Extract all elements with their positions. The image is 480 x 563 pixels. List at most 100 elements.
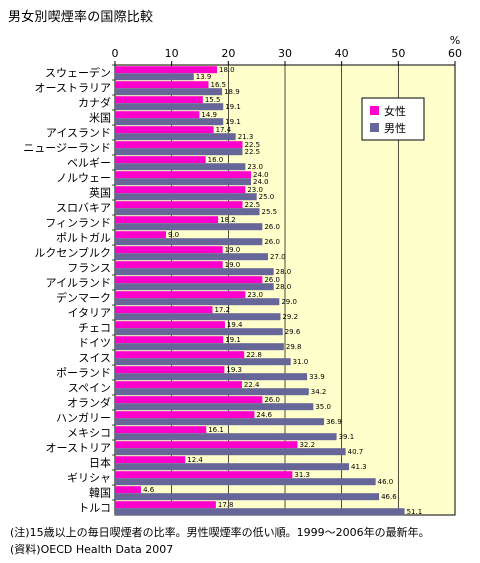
category-label: アイスランド: [46, 127, 111, 140]
category-label: フランス: [67, 262, 111, 275]
bar-female: [115, 426, 207, 434]
category-label: ニュージーランド: [23, 142, 111, 155]
bar-male: [115, 313, 281, 321]
category-label: オーストリア: [46, 442, 111, 455]
data-label-female: 26.0: [264, 396, 280, 404]
data-label-male: 29.8: [286, 343, 302, 351]
data-label-male: 26.0: [264, 238, 280, 246]
bar-female: [115, 291, 246, 299]
data-label-female: 14.9: [201, 111, 217, 119]
bar-male: [115, 193, 257, 201]
bar-female: [115, 246, 223, 254]
data-label-female: 19.4: [227, 321, 243, 329]
category-label: ポーランド: [56, 367, 111, 380]
bar-male: [115, 163, 246, 171]
bar-male: [115, 418, 325, 426]
data-label-male: 27.0: [270, 253, 286, 261]
chart-title: 男女別喫煙率の国際比較: [8, 10, 154, 25]
bar-female: [115, 96, 203, 104]
x-tick-label: 40: [335, 47, 349, 60]
x-tick-label: 30: [278, 47, 292, 60]
data-label-male: 21.3: [238, 133, 254, 141]
data-label-female: 23.0: [247, 186, 263, 194]
category-label: 日本: [89, 456, 111, 470]
bar-female: [115, 111, 200, 119]
data-label-male: 33.9: [309, 373, 325, 381]
data-label-male: 46.0: [378, 478, 394, 486]
data-label-male: 22.5: [245, 148, 261, 156]
bar-male: [115, 298, 280, 306]
x-tick-label: 60: [448, 47, 462, 60]
data-label-male: 46.6: [381, 493, 397, 501]
bar-male: [115, 73, 194, 81]
x-tick-label: 10: [165, 47, 179, 60]
bar-male: [115, 223, 263, 231]
bar-male: [115, 508, 405, 516]
x-tick-label: 20: [221, 47, 235, 60]
category-label: ドイツ: [78, 337, 111, 350]
bar-female: [115, 156, 206, 164]
bar-male: [115, 88, 223, 96]
bar-female: [115, 171, 251, 179]
bar-female: [115, 66, 217, 74]
data-label-female: 15.5: [205, 96, 221, 104]
legend-box: [361, 97, 425, 141]
bar-female: [115, 141, 243, 149]
bar-female: [115, 441, 298, 449]
data-label-male: 29.2: [282, 313, 298, 321]
category-label: イタリア: [67, 307, 111, 320]
bar-male: [115, 328, 283, 336]
category-label: 韓国: [89, 487, 111, 500]
bar-female: [115, 396, 263, 404]
bar-female: [115, 276, 263, 284]
category-label: カナダ: [78, 96, 111, 110]
category-label: ルクセンブルク: [34, 246, 111, 260]
data-label-female: 16.5: [211, 81, 227, 89]
category-label: デンマーク: [56, 291, 111, 305]
data-label-female: 18.2: [220, 216, 236, 224]
data-label-female: 22.4: [244, 381, 260, 389]
data-label-male: 39.1: [339, 433, 355, 441]
bar-male: [115, 403, 314, 411]
data-label-male: 41.3: [351, 463, 367, 471]
category-label: ベルギー: [67, 157, 111, 170]
data-label-female: 16.1: [208, 426, 224, 434]
bar-male: [115, 268, 274, 276]
legend-swatch: [370, 106, 379, 115]
bar-female: [115, 321, 225, 329]
bar-male: [115, 373, 308, 381]
data-label-male: 18.9: [224, 88, 240, 96]
data-label-female: 17.2: [214, 306, 230, 314]
data-label-female: 18.0: [219, 66, 235, 74]
bar-male: [115, 343, 284, 351]
data-label-female: 24.0: [253, 171, 269, 179]
data-label-female: 12.4: [187, 456, 203, 464]
bar-male: [115, 358, 291, 366]
bar-female: [115, 456, 186, 464]
bar-female: [115, 366, 225, 374]
bar-male: [115, 238, 263, 246]
source-note: (資料)OECD Health Data 2007: [10, 543, 174, 556]
category-label: オランダ: [67, 396, 111, 410]
bar-male: [115, 133, 236, 141]
bar-female: [115, 471, 293, 479]
category-label: メキシコ: [67, 427, 111, 440]
data-label-female: 19.3: [226, 366, 242, 374]
bar-male: [115, 208, 260, 216]
data-label-male: 28.0: [276, 268, 292, 276]
category-label: 英国: [89, 186, 111, 200]
legend-swatch: [370, 123, 379, 132]
bar-male: [115, 178, 251, 186]
data-label-female: 24.6: [256, 411, 272, 419]
bar-female: [115, 261, 223, 269]
data-label-male: 35.0: [315, 403, 331, 411]
data-label-male: 28.0: [276, 283, 292, 291]
data-label-male: 36.9: [326, 418, 342, 426]
data-label-female: 16.0: [208, 156, 224, 164]
bar-male: [115, 103, 224, 111]
bar-male: [115, 463, 350, 471]
data-label-male: 23.0: [247, 163, 263, 171]
category-label: ギリシャ: [67, 472, 111, 485]
